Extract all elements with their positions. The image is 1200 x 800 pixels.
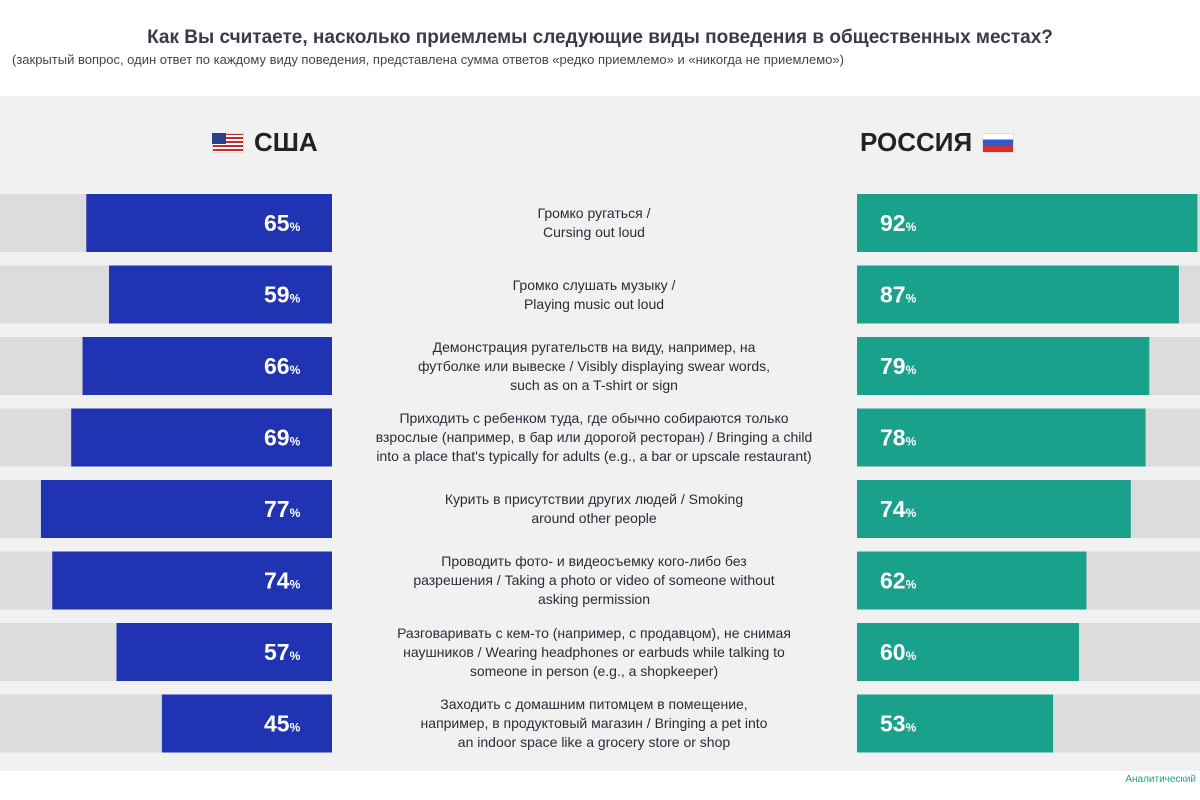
category-label-4: Курить в присутствии других людей / Smok… [444,491,744,526]
bar-russia-2 [857,337,1150,395]
category-label-3: Приходить с ребенком туда, где обычно со… [375,410,813,464]
value-label-russia-6: 60% [880,639,917,665]
bar-russia-3 [857,408,1146,467]
category-label-7: Заходить с домашним питомцем в помещение… [420,696,768,750]
bar-russia-4 [857,480,1131,538]
country-header-russia: РОССИЯ [860,127,1015,158]
bar-usa-2 [82,337,333,395]
value-label-usa-1: 59% [264,282,301,308]
country-label-russia: РОССИЯ [860,127,973,157]
bar-usa-1 [108,265,332,324]
bar-usa-4 [40,480,332,538]
country-header-usa: США [212,127,318,158]
category-label-5: Проводить фото- и видеосъемку кого-либо … [413,553,775,607]
category-label-1: Громко слушать музыку / Playing music ou… [512,276,676,312]
bar-russia-0 [857,194,1198,252]
bar-usa-7 [161,694,332,753]
category-label-2: Демонстрация ругательств на виду, наприм… [417,338,771,393]
country-label-usa: США [254,127,318,157]
value-label-usa-2: 66% [264,353,301,379]
chart-subtitle: (закрытый вопрос, один ответ по каждому … [12,52,844,67]
usa-flag-icon [212,132,244,153]
bar-usa-3 [71,408,333,467]
bar-russia-7 [857,694,1054,753]
bar-usa-0 [86,194,332,252]
source-note: Аналитический [1125,774,1196,785]
russia-flag-icon [982,132,1015,153]
bar-russia-6 [857,623,1079,681]
category-label-0: Громко ругаться / Cursing out loud [537,205,651,240]
bar-usa-5 [52,551,332,610]
bar-russia-5 [857,551,1087,610]
category-label-6: Разговаривать с кем-то (например, с прод… [397,624,791,679]
bar-usa-6 [116,623,332,681]
bar-russia-1 [857,265,1179,324]
chart-title: Как Вы считаете, насколько приемлемы сле… [147,27,1053,48]
